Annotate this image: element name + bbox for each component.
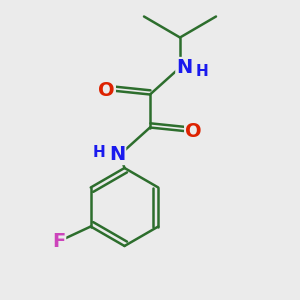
Text: N: N [109,145,125,164]
Text: N: N [176,58,193,77]
Text: O: O [185,122,202,142]
Text: H: H [196,64,209,80]
Text: O: O [98,80,115,100]
Text: H: H [93,145,105,160]
Text: F: F [52,232,65,251]
